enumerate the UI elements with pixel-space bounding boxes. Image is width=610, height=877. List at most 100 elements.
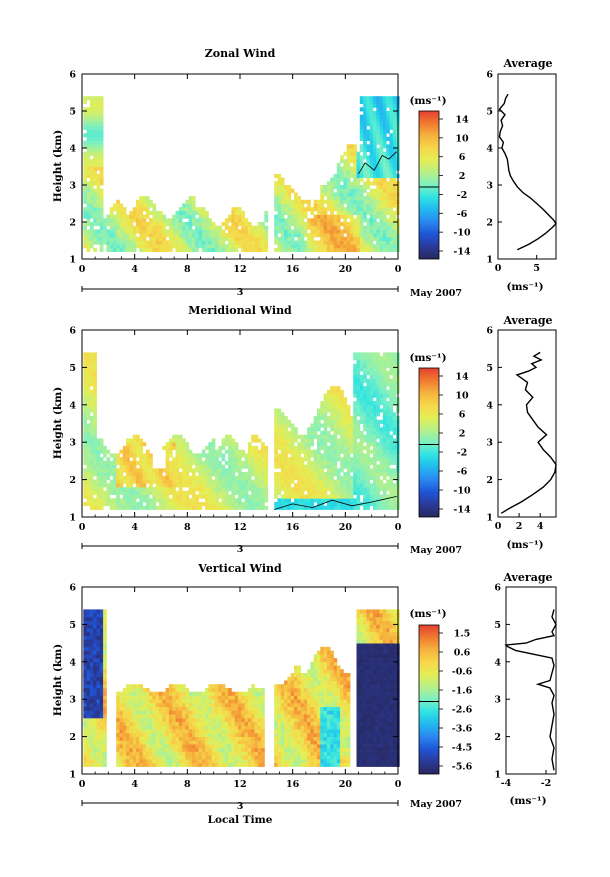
- heatmap-cell: [90, 111, 94, 115]
- heatmap-cell: [343, 241, 347, 245]
- heatmap-cell: [376, 352, 380, 356]
- heatmap-cell: [380, 133, 384, 137]
- heatmap-cell: [83, 211, 87, 215]
- heatmap-cell: [93, 621, 97, 625]
- heatmap-cell: [238, 461, 242, 465]
- heatmap-cell: [255, 476, 259, 480]
- heatmap-cell: [100, 244, 104, 248]
- heatmap-cell: [90, 241, 94, 245]
- heatmap-cell: [238, 450, 242, 454]
- heatmap-cell: [205, 759, 209, 763]
- heatmap-cell: [353, 237, 357, 241]
- heatmap-cell: [363, 502, 367, 506]
- heatmap-cell: [152, 699, 156, 703]
- heatmap-cell: [172, 740, 176, 744]
- heatmap-cell: [126, 729, 130, 733]
- heatmap-cell: [133, 495, 137, 499]
- heatmap-cell: [389, 457, 393, 461]
- heatmap-cell: [291, 211, 295, 215]
- heatmap-cell: [182, 755, 186, 759]
- heatmap-cell: [185, 498, 189, 502]
- heatmap-cell: [278, 491, 282, 495]
- heatmap-cell: [225, 461, 229, 465]
- heatmap-cell: [376, 241, 380, 245]
- heatmap-cell: [123, 763, 127, 767]
- heatmap-cell: [389, 435, 393, 439]
- heatmap-cell: [297, 453, 301, 457]
- heatmap-cell: [373, 248, 377, 252]
- heatmap-cell: [366, 480, 370, 484]
- heatmap-cell: [136, 442, 140, 446]
- heatmap-cell: [278, 442, 282, 446]
- heatmap-cell: [393, 241, 397, 245]
- heatmap-cell: [192, 483, 196, 487]
- heatmap-cell: [278, 424, 282, 428]
- heatmap-cell: [317, 506, 321, 510]
- heatmap-cell: [320, 207, 324, 211]
- heatmap-cell: [182, 688, 186, 692]
- heatmap-cell: [83, 495, 87, 499]
- heatmap-cell: [324, 495, 328, 499]
- heatmap-cell: [294, 487, 298, 491]
- heatmap-cell: [380, 111, 384, 115]
- heatmap-cell: [370, 457, 374, 461]
- heatmap-cell: [380, 446, 384, 450]
- heatmap-cell: [123, 461, 127, 465]
- heatmap-cell: [314, 483, 318, 487]
- heatmap-cell: [366, 244, 370, 248]
- heatmap-cell: [353, 435, 357, 439]
- heatmap-cell: [133, 211, 137, 215]
- heatmap-cell: [149, 722, 153, 726]
- heatmap-cell: [389, 100, 393, 104]
- heatmap-cell: [238, 222, 242, 226]
- heatmap-cell: [310, 248, 314, 252]
- heatmap-cell: [103, 688, 107, 692]
- heatmap-cell: [373, 356, 377, 360]
- heatmap-cell: [393, 427, 397, 431]
- heatmap-cell: [370, 148, 374, 152]
- heatmap-cell: [343, 416, 347, 420]
- heatmap-cell: [87, 170, 91, 174]
- heatmap-cell: [215, 244, 219, 248]
- heatmap-cell: [103, 658, 107, 662]
- heatmap-cell: [152, 480, 156, 484]
- heatmap-cell: [159, 468, 163, 472]
- heatmap-cell: [116, 703, 120, 707]
- heatmap-cell: [241, 506, 245, 510]
- heatmap-cell: [225, 506, 229, 510]
- heatmap-cell: [116, 476, 120, 480]
- heatmap-cell: [185, 729, 189, 733]
- heatmap-cell: [172, 215, 176, 219]
- heatmap-cell: [317, 498, 321, 502]
- heatmap-cell: [212, 688, 216, 692]
- heatmap-cell: [93, 229, 97, 233]
- heatmap-cell: [103, 491, 107, 495]
- heatmap-cell: [251, 248, 255, 252]
- heatmap-cell: [393, 148, 397, 152]
- heatmap-cell: [83, 229, 87, 233]
- heatmap-cell: [347, 498, 351, 502]
- heatmap-cell: [376, 483, 380, 487]
- heatmap-cell: [370, 390, 374, 394]
- heatmap-cell: [370, 367, 374, 371]
- heatmap-cell: [97, 122, 101, 126]
- heatmap-cell: [376, 427, 380, 431]
- heatmap-cell: [330, 207, 334, 211]
- heatmap-cell: [228, 226, 232, 230]
- heatmap-cell: [139, 498, 143, 502]
- heatmap-cell: [156, 696, 160, 700]
- heatmap-cell: [126, 744, 130, 748]
- heatmap-cell: [215, 495, 219, 499]
- heatmap-cell: [189, 725, 193, 729]
- heatmap-cell: [343, 498, 347, 502]
- heatmap-cell: [87, 382, 91, 386]
- heatmap-cell: [281, 424, 285, 428]
- heatmap-cell: [106, 222, 110, 226]
- heatmap-cell: [93, 394, 97, 398]
- heatmap-cell: [373, 229, 377, 233]
- heatmap-cell: [337, 409, 341, 413]
- heatmap-cell: [182, 502, 186, 506]
- heatmap-cell: [340, 207, 344, 211]
- heatmap-cell: [287, 192, 291, 196]
- heatmap-cell: [205, 729, 209, 733]
